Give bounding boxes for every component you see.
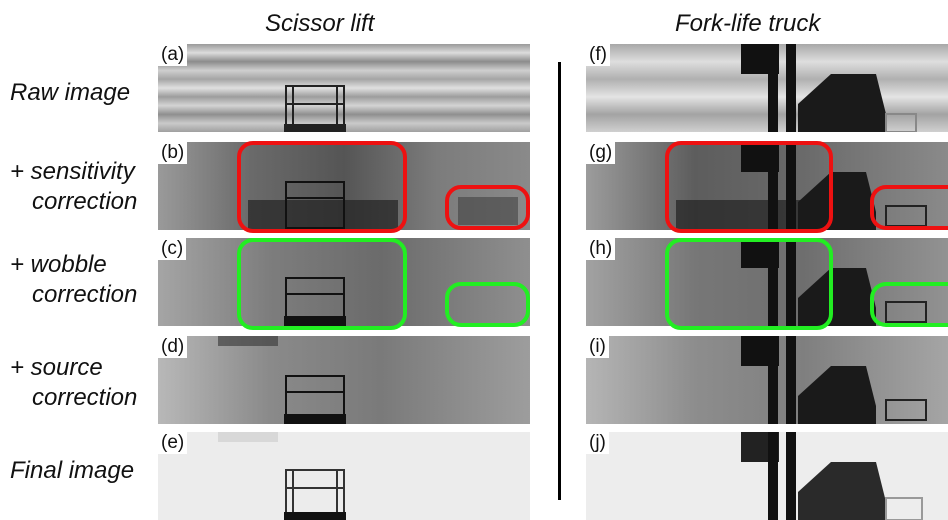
panel-label-b: (b) bbox=[158, 142, 188, 164]
panel-label-g: (g) bbox=[586, 142, 616, 164]
panel-label-h: (h) bbox=[586, 238, 616, 260]
panel-label-c: (c) bbox=[158, 238, 187, 260]
panel-a-image bbox=[158, 44, 530, 132]
left-column-title: Scissor lift bbox=[265, 10, 375, 37]
panel-label-j: (j) bbox=[586, 432, 609, 454]
panel-j-image bbox=[586, 432, 948, 520]
row-label-raw: Raw image bbox=[10, 79, 131, 106]
panel-e-image bbox=[158, 432, 530, 520]
panel-label-d: (d) bbox=[158, 336, 188, 358]
artifact-box-left-small bbox=[445, 185, 530, 230]
corrected-box-right-large bbox=[665, 238, 833, 330]
panel-f: (f) bbox=[586, 44, 948, 132]
panel-e: (e) bbox=[158, 432, 530, 520]
row-label-source: + source correction bbox=[10, 354, 138, 411]
panel-d: (d) bbox=[158, 336, 530, 424]
column-divider bbox=[558, 62, 561, 500]
right-column-title: Fork-life truck bbox=[675, 10, 821, 37]
panel-i-image bbox=[586, 336, 948, 424]
panel-label-f: (f) bbox=[586, 44, 610, 66]
row-label-sensitivity: + sensitivity correction bbox=[10, 158, 138, 215]
panel-label-i: (i) bbox=[586, 336, 609, 358]
panel-d-image bbox=[158, 336, 530, 424]
panel-g: (g) bbox=[586, 142, 948, 230]
artifact-box-right-small bbox=[870, 185, 948, 230]
corrected-box-left-large bbox=[237, 238, 407, 330]
row-label-wobble: + wobble correction bbox=[10, 251, 138, 308]
panel-j: (j) bbox=[586, 432, 948, 520]
panel-g-image bbox=[586, 142, 948, 230]
artifact-box-left-large bbox=[237, 141, 407, 233]
panel-label-e: (e) bbox=[158, 432, 188, 454]
corrected-box-right-small bbox=[870, 282, 948, 327]
panel-i: (i) bbox=[586, 336, 948, 424]
panel-f-image bbox=[586, 44, 948, 132]
artifact-box-right-large bbox=[665, 141, 833, 233]
corrected-box-left-small bbox=[445, 282, 530, 327]
row-label-final: Final image bbox=[10, 457, 135, 484]
panel-label-a: (a) bbox=[158, 44, 188, 66]
panel-a: (a) bbox=[158, 44, 530, 132]
